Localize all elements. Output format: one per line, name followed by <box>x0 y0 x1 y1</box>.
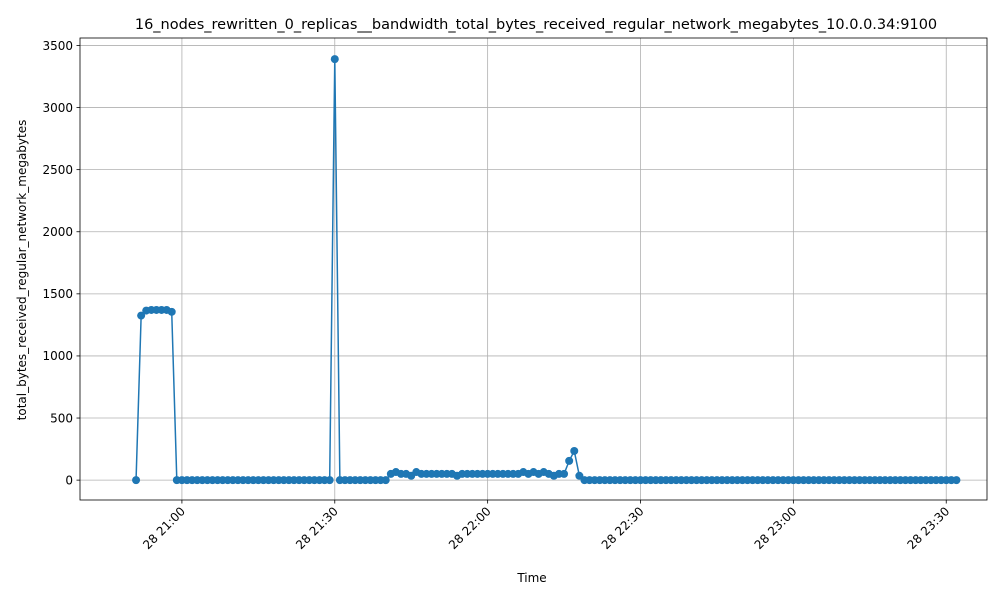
chart-title: 16_nodes_rewritten_0_replicas__bandwidth… <box>135 17 937 33</box>
y-tick-label: 2000 <box>42 225 73 239</box>
data-point <box>325 476 334 485</box>
x-axis-label: Time <box>516 571 546 585</box>
y-tick-label: 1000 <box>42 349 73 363</box>
y-tick-label: 0 <box>65 473 73 487</box>
data-point <box>565 456 574 465</box>
data-point <box>132 476 141 485</box>
data-point <box>167 307 176 316</box>
y-axis-label: total_bytes_received_regular_network_meg… <box>15 120 29 421</box>
y-tick-label: 3000 <box>42 101 73 115</box>
data-point <box>560 469 569 478</box>
grid <box>80 38 987 500</box>
data-point <box>137 311 146 320</box>
series-points-layer <box>132 55 961 485</box>
y-axis-ticks: 0 500 1000 1500 2000 2500 3000 3500 <box>42 39 80 487</box>
y-tick-label: 500 <box>50 411 73 425</box>
y-tick-label: 1500 <box>42 287 73 301</box>
data-point <box>330 55 339 64</box>
y-tick-label: 3500 <box>42 39 73 53</box>
data-point <box>952 476 961 485</box>
data-point <box>570 446 579 455</box>
y-tick-label: 2500 <box>42 163 73 177</box>
plot-frame <box>79 37 988 501</box>
data-point <box>381 476 390 485</box>
